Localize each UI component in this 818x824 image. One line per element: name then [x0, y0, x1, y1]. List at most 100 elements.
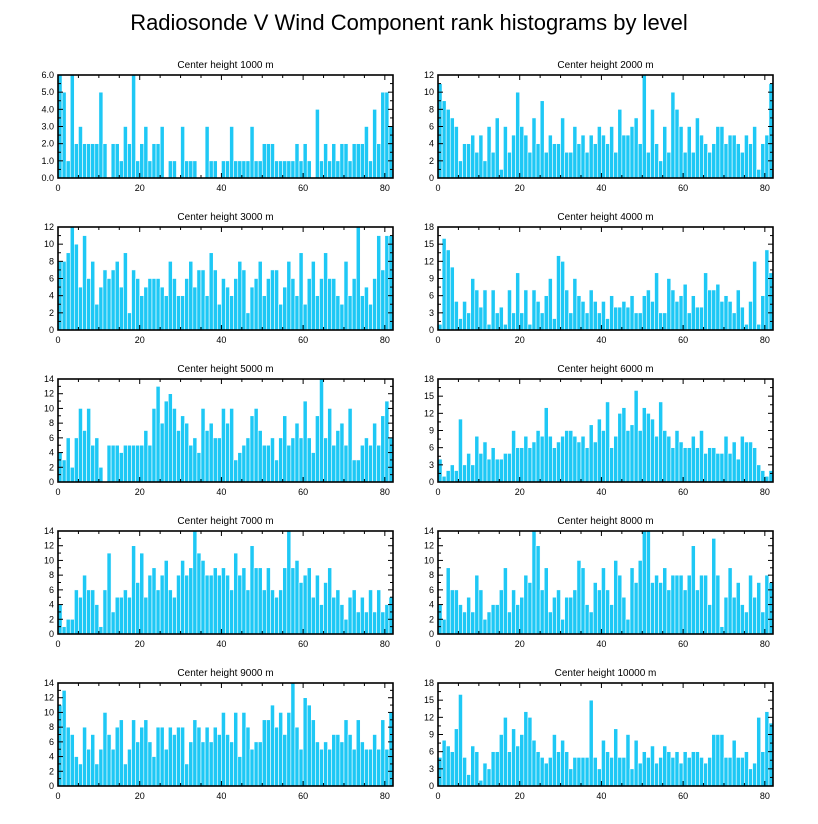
- x-tick-label: 20: [135, 791, 145, 801]
- histogram-bar: [539, 435, 545, 483]
- histogram-bar: [94, 437, 100, 483]
- histogram-bar: [351, 143, 357, 179]
- histogram-bar: [290, 278, 296, 331]
- histogram-bar: [588, 289, 594, 331]
- histogram-bar: [233, 712, 239, 787]
- x-tick-label: 40: [596, 791, 606, 801]
- histogram-bar: [245, 589, 251, 635]
- histogram-bar: [503, 323, 508, 331]
- histogram-bar: [110, 611, 116, 635]
- histogram-bar: [270, 269, 275, 331]
- histogram-bar: [127, 596, 132, 635]
- histogram-bar: [707, 289, 713, 331]
- histogram-bar: [670, 289, 676, 331]
- histogram-bar: [556, 441, 561, 483]
- histogram-bar: [580, 435, 586, 483]
- histogram-bar: [241, 269, 247, 331]
- histogram-bar: [515, 91, 521, 179]
- histogram-bar: [527, 447, 533, 483]
- histogram-bar: [94, 143, 100, 179]
- histogram-bar: [147, 444, 153, 483]
- histogram-bar: [666, 151, 672, 179]
- histogram-bar: [490, 604, 496, 635]
- histogram-bar: [576, 143, 582, 179]
- histogram-bar: [625, 306, 631, 331]
- histogram-bar: [135, 278, 141, 331]
- histogram-bar: [249, 545, 255, 635]
- histogram-bar: [740, 435, 745, 483]
- x-tick-label: 60: [678, 487, 688, 497]
- histogram-bar: [347, 596, 353, 635]
- histogram-bar: [519, 734, 525, 787]
- histogram-bar: [257, 741, 263, 787]
- histogram-bar: [482, 618, 488, 635]
- histogram-bar: [208, 574, 214, 635]
- histogram-bar: [592, 301, 598, 331]
- histogram-bar: [123, 589, 128, 635]
- histogram-bar: [744, 611, 749, 635]
- histogram-bar: [641, 751, 647, 787]
- x-tick-label: 0: [55, 335, 60, 345]
- histogram-bar: [127, 312, 132, 331]
- histogram-bar: [261, 719, 267, 787]
- histogram-bar: [670, 91, 676, 179]
- histogram-bar: [707, 151, 713, 179]
- x-tick-label: 40: [216, 183, 226, 193]
- histogram-bar: [678, 295, 684, 331]
- y-tick-label: 2: [49, 614, 54, 624]
- histogram-bar: [274, 160, 279, 179]
- histogram-bar: [163, 748, 169, 787]
- histogram-bar: [637, 560, 643, 635]
- y-tick-label: 15: [424, 239, 434, 249]
- histogram-bar: [503, 126, 508, 179]
- histogram-bar: [196, 452, 202, 483]
- histogram-bar: [445, 249, 451, 331]
- histogram-bar: [102, 712, 108, 787]
- y-tick-label: 6: [49, 585, 54, 595]
- histogram-bar: [658, 401, 663, 483]
- histogram-bar: [474, 574, 480, 635]
- histogram-bar: [564, 596, 570, 635]
- histogram-bar: [94, 303, 100, 331]
- histogram-bar: [662, 126, 668, 179]
- histogram-bar: [221, 567, 226, 635]
- histogram-bar: [641, 530, 647, 635]
- histogram-bar: [188, 160, 194, 179]
- histogram-bar: [674, 301, 680, 331]
- histogram-bar: [466, 143, 471, 179]
- y-tick-label: 0: [49, 781, 54, 791]
- histogram-bar: [592, 582, 598, 635]
- y-tick-label: 2: [49, 308, 54, 318]
- histogram-bar: [584, 604, 590, 635]
- y-tick-label: 2: [49, 462, 54, 472]
- histogram-bar: [343, 143, 349, 179]
- histogram-bar: [674, 574, 680, 635]
- histogram-bar: [102, 269, 108, 331]
- histogram-bar: [372, 422, 377, 483]
- histogram-bar: [695, 589, 700, 635]
- histogram-bar: [82, 574, 87, 635]
- histogram-bar: [118, 160, 124, 179]
- histogram-bar: [139, 552, 145, 635]
- histogram-bar: [331, 143, 337, 179]
- x-tick-label: 60: [678, 335, 688, 345]
- histogram-bar: [323, 437, 328, 483]
- histogram-bar: [208, 422, 214, 483]
- histogram-bar: [486, 126, 492, 179]
- histogram-bar: [86, 748, 91, 787]
- histogram-bar: [74, 437, 79, 483]
- panel-title: Center height 6000 m: [557, 364, 653, 375]
- histogram-bar: [699, 757, 704, 787]
- histogram-bar: [592, 143, 598, 179]
- histogram-bar: [629, 424, 635, 483]
- y-tick-label: 6: [429, 747, 434, 757]
- histogram-bar: [376, 589, 382, 635]
- histogram-bar: [82, 143, 87, 179]
- histogram-bar: [294, 295, 300, 331]
- x-tick-label: 20: [135, 335, 145, 345]
- histogram-bar: [229, 408, 234, 483]
- histogram-bar: [143, 286, 149, 331]
- histogram-bar: [515, 745, 521, 787]
- histogram-bar: [617, 574, 623, 635]
- y-tick-label: 6: [49, 433, 54, 443]
